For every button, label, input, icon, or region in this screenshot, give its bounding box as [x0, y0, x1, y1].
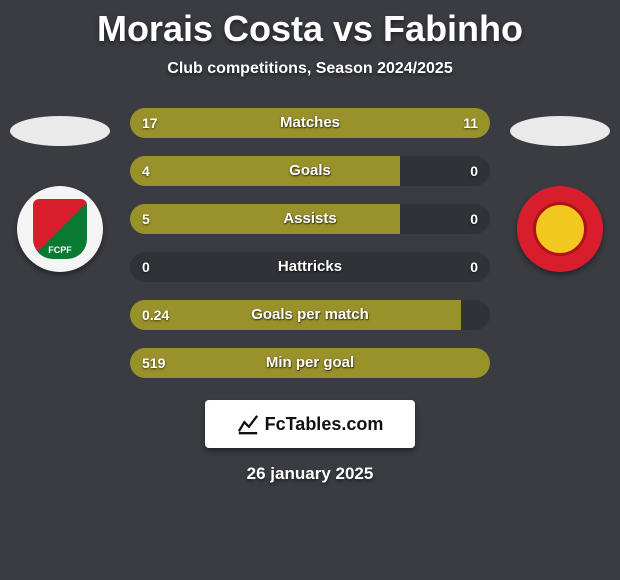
stat-label: Matches	[130, 108, 490, 138]
subtitle: Club competitions, Season 2024/2025	[0, 60, 620, 78]
club-badge-left: FCPF	[17, 186, 103, 272]
stat-label: Min per goal	[130, 348, 490, 378]
stat-bars: 17Matches114Goals05Assists00Hattricks00.…	[130, 108, 490, 378]
page-title: Morais Costa vs Fabinho	[0, 0, 620, 50]
stat-row: 519Min per goal	[130, 348, 490, 378]
player-right-col	[505, 108, 615, 272]
stat-value-right: 11	[463, 108, 478, 138]
stat-label: Assists	[130, 204, 490, 234]
flag-left	[10, 116, 110, 146]
club-badge-left-shield: FCPF	[33, 199, 87, 259]
comparison-panel: FCPF 17Matches114Goals05Assists00Hattric…	[0, 108, 620, 484]
club-badge-right-inner	[533, 202, 587, 256]
stat-label: Goals	[130, 156, 490, 186]
stat-value-right: 0	[470, 156, 478, 186]
source-badge-text: FcTables.com	[265, 414, 384, 435]
stat-row: 5Assists0	[130, 204, 490, 234]
source-badge: FcTables.com	[205, 400, 415, 448]
club-badge-right	[517, 186, 603, 272]
stat-label: Goals per match	[130, 300, 490, 330]
stat-row: 0.24Goals per match	[130, 300, 490, 330]
player-left-col: FCPF	[5, 108, 115, 272]
stat-row: 0Hattricks0	[130, 252, 490, 282]
stat-value-right: 0	[470, 204, 478, 234]
chart-icon	[237, 413, 259, 435]
stat-value-right: 0	[470, 252, 478, 282]
stat-label: Hattricks	[130, 252, 490, 282]
club-badge-left-label: FCPF	[48, 245, 72, 255]
stat-row: 17Matches11	[130, 108, 490, 138]
stat-row: 4Goals0	[130, 156, 490, 186]
date-text: 26 january 2025	[0, 464, 620, 484]
flag-right	[510, 116, 610, 146]
